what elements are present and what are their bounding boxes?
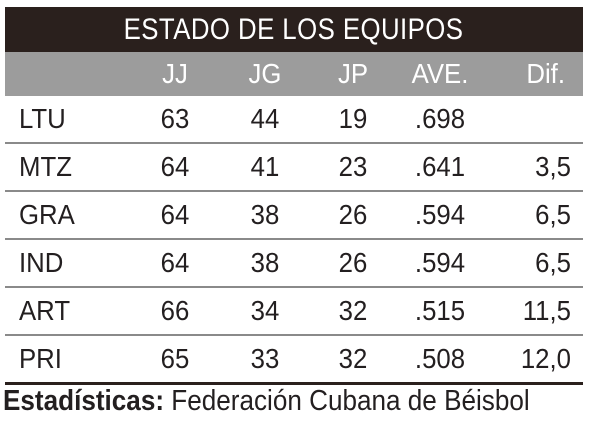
table-row: GRA 64 38 26 .594 6,5 [5,192,583,240]
difference: 6,5 [535,199,571,230]
team-name: GRA [19,199,75,230]
table-row: MTZ 64 41 23 .641 3,5 [5,144,583,192]
games-lost: 26 [338,199,368,230]
standings-table: ESTADO DE LOS EQUIPOS JJ JG JP AVE. Dif.… [5,7,583,385]
games-played: 64 [160,199,190,230]
header-dif: Dif. [526,58,565,89]
team-name: LTU [19,103,66,134]
table-title-bar: ESTADO DE LOS EQUIPOS [5,7,583,52]
table-header-row: JJ JG JP AVE. Dif. [5,52,583,96]
games-played: 64 [160,247,190,278]
source-text: Federación Cubana de Béisbol [164,385,530,417]
average: .641 [414,151,466,182]
table-title: ESTADO DE LOS EQUIPOS [124,13,464,46]
games-played: 65 [160,343,190,374]
source-label: Estadísticas: [3,385,165,417]
games-won: 38 [250,199,280,230]
table-row: PRI 65 33 32 .508 12,0 [5,336,583,385]
average: .698 [414,103,466,134]
difference: 11,5 [522,295,571,326]
games-played: 64 [160,151,190,182]
difference: 3,5 [535,151,571,182]
games-played: 66 [160,295,190,326]
games-won: 34 [250,295,280,326]
team-name: MTZ [19,151,72,182]
games-lost: 23 [338,151,368,182]
source-credit: Estadísticas: Federación Cubana de Béisb… [3,381,530,421]
games-won: 38 [250,247,280,278]
difference: 6,5 [535,247,571,278]
header-jg: JG [248,58,282,89]
team-name: IND [19,247,64,278]
games-lost: 26 [338,247,368,278]
header-jj: JJ [162,58,188,89]
table-row: ART 66 34 32 .515 11,5 [5,288,583,336]
team-name: PRI [19,343,62,374]
games-won: 33 [250,343,280,374]
header-jp: JP [337,58,369,89]
games-lost: 19 [338,103,368,134]
difference: 12,0 [520,343,571,374]
average: .594 [414,247,466,278]
team-name: ART [19,295,71,326]
average: .508 [414,343,466,374]
games-lost: 32 [338,343,368,374]
average: .515 [414,295,466,326]
games-won: 41 [250,151,280,182]
games-lost: 32 [338,295,368,326]
average: .594 [414,199,466,230]
games-won: 44 [250,103,280,134]
table-row: LTU 63 44 19 .698 [5,96,583,144]
header-ave: AVE. [411,58,469,89]
table-row: IND 64 38 26 .594 6,5 [5,240,583,288]
games-played: 63 [160,103,190,134]
